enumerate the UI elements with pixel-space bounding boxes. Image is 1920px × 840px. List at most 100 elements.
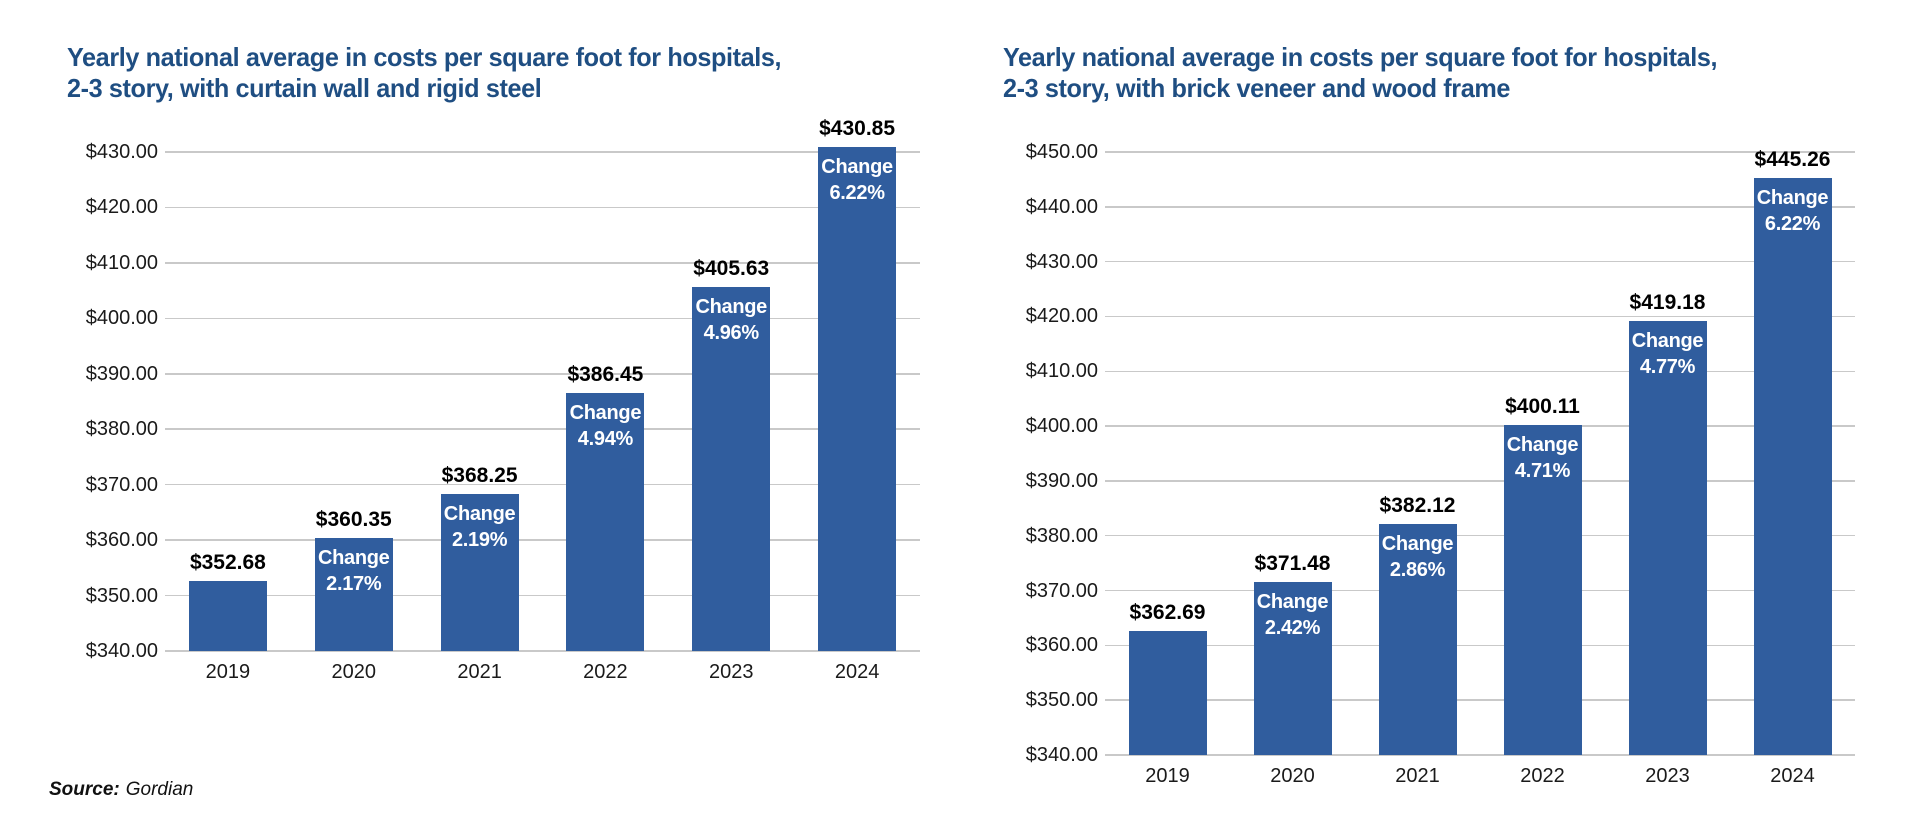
y-axis-tick-label: $340.00 xyxy=(1025,744,1098,766)
bar-2023 xyxy=(1628,320,1707,755)
x-axis-year-label: 2024 xyxy=(834,661,880,683)
chart-title-line: Yearly national average in costs per squ… xyxy=(1003,42,1718,72)
gridline xyxy=(165,317,920,320)
x-axis-year-label: 2022 xyxy=(1520,765,1565,787)
bar-change-label: Change 4.96% xyxy=(692,294,770,346)
change-word: Change xyxy=(695,296,768,319)
bar-value-label: $430.85 xyxy=(819,117,896,141)
bar-value-label: $360.35 xyxy=(315,508,392,532)
source-label: Source: xyxy=(49,779,120,800)
change-word: Change xyxy=(443,503,516,526)
bar-2023 xyxy=(692,287,771,651)
gridline xyxy=(1105,425,1855,427)
y-axis-tick-label: $410.00 xyxy=(1025,360,1098,383)
gridline xyxy=(1105,370,1855,373)
gridline xyxy=(1105,534,1855,537)
bar-value-label: $382.12 xyxy=(1379,494,1456,518)
bar-2020 xyxy=(314,538,393,651)
bar-2019 xyxy=(188,580,267,651)
bar-2022 xyxy=(566,393,645,651)
gridline xyxy=(165,539,920,541)
change-percent: 4.71% xyxy=(1514,460,1571,483)
gridline xyxy=(165,483,920,486)
gridline xyxy=(1105,754,1855,756)
bar-value-label: $368.25 xyxy=(441,464,518,488)
y-axis-tick-label: $430.00 xyxy=(1025,250,1098,273)
y-axis-tick-label: $440.00 xyxy=(1025,195,1098,218)
gridline xyxy=(165,594,920,597)
change-percent: 4.77% xyxy=(1639,355,1696,378)
bar-2024 xyxy=(1753,177,1832,755)
bar-change-label: Change 6.22% xyxy=(818,154,896,206)
change-percent: 4.94% xyxy=(577,428,634,451)
y-axis-tick-label: $410.00 xyxy=(85,251,158,274)
gridline xyxy=(165,206,920,209)
bar-2021 xyxy=(440,494,519,651)
y-axis-tick-label: $350.00 xyxy=(85,584,158,607)
x-axis-year-label: 2024 xyxy=(1770,765,1815,787)
bar-change-label: Change 4.77% xyxy=(1629,328,1707,380)
gridline xyxy=(165,373,920,375)
bar-change-label: Change 6.22% xyxy=(1754,185,1832,237)
source-note: Source: Gordian xyxy=(49,779,193,801)
y-axis-tick-label: $400.00 xyxy=(85,307,158,330)
change-percent: 2.86% xyxy=(1389,559,1446,582)
bar-2019 xyxy=(1128,630,1207,755)
chart-title: Yearly national average in costs per squ… xyxy=(1003,42,1718,104)
gridline xyxy=(1105,589,1855,592)
bar-value-label: $445.26 xyxy=(1754,147,1831,171)
y-axis-tick-label: $380.00 xyxy=(1025,524,1098,547)
gridline xyxy=(1105,315,1855,318)
gridline xyxy=(165,262,920,264)
x-axis-year-label: 2021 xyxy=(457,661,502,683)
x-axis-year-label: 2021 xyxy=(1395,765,1440,787)
bar-change-label: Change 4.94% xyxy=(566,400,644,452)
bar-2020 xyxy=(1253,582,1332,755)
y-axis-tick-label: $400.00 xyxy=(1025,415,1098,438)
y-axis-tick-label: $450.00 xyxy=(1025,141,1098,163)
bar-change-label: Change 2.17% xyxy=(315,545,393,597)
change-word: Change xyxy=(1631,329,1704,352)
y-axis-tick-label: $370.00 xyxy=(1025,579,1098,602)
y-axis-tick-label: $360.00 xyxy=(1025,634,1098,657)
y-axis-tick-label: $430.00 xyxy=(85,141,158,163)
change-word: Change xyxy=(1756,186,1829,209)
chart-title-line: 2-3 story, with curtain wall and rigid s… xyxy=(67,73,542,103)
bar-2022 xyxy=(1503,425,1582,755)
bar-2024 xyxy=(818,147,897,651)
gridline xyxy=(1105,480,1855,482)
x-axis-year-label: 2019 xyxy=(205,661,251,683)
change-word: Change xyxy=(821,156,893,179)
change-percent: 2.19% xyxy=(451,529,508,552)
gridline xyxy=(165,650,920,652)
change-word: Change xyxy=(317,547,390,570)
bar-value-label: $400.11 xyxy=(1505,395,1580,419)
change-percent: 6.22% xyxy=(1764,212,1821,235)
bar-2021 xyxy=(1378,524,1457,755)
y-axis-tick-label: $420.00 xyxy=(1025,305,1098,328)
y-axis-tick-label: $350.00 xyxy=(1025,689,1098,712)
bar-value-label: $386.45 xyxy=(567,363,644,387)
bar-value-label: $362.69 xyxy=(1129,600,1206,624)
y-axis-tick-label: $390.00 xyxy=(1025,469,1098,492)
change-word: Change xyxy=(1256,591,1329,614)
change-percent: 4.96% xyxy=(703,322,760,345)
bar-change-label: Change 4.71% xyxy=(1504,432,1582,484)
change-percent: 2.17% xyxy=(326,573,382,596)
y-axis-tick-label: $360.00 xyxy=(85,529,158,552)
change-word: Change xyxy=(1381,533,1454,556)
chart-title-line: 2-3 story, with brick veneer and wood fr… xyxy=(1003,73,1511,103)
y-axis-tick-label: $420.00 xyxy=(85,196,158,219)
x-axis-year-label: 2019 xyxy=(1145,765,1190,787)
y-axis-tick-label: $380.00 xyxy=(85,418,158,441)
x-axis-year-label: 2023 xyxy=(709,661,754,683)
change-word: Change xyxy=(569,402,642,425)
bar-value-label: $419.18 xyxy=(1629,290,1706,314)
change-percent: 6.22% xyxy=(829,182,885,205)
bar-change-label: Change 2.42% xyxy=(1254,589,1332,641)
gridline xyxy=(1105,644,1855,647)
x-axis-year-label: 2023 xyxy=(1645,765,1690,787)
